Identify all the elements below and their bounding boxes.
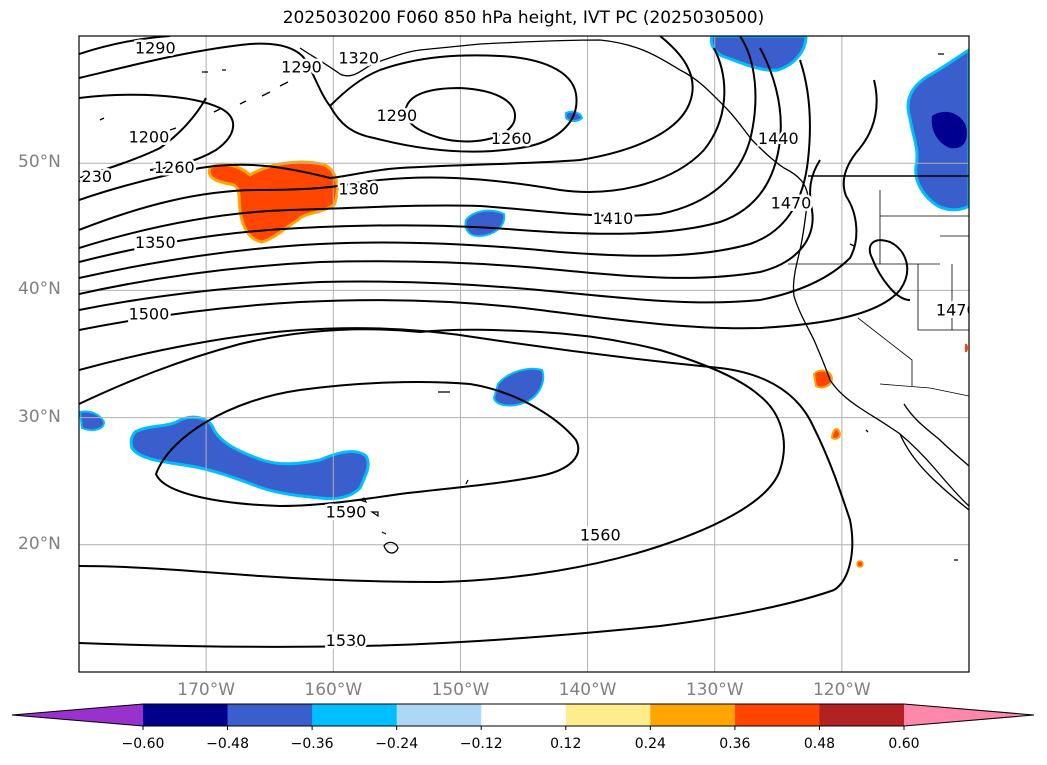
contour-label: 1530	[326, 631, 367, 650]
colorbar	[11, 703, 1035, 730]
lat-tick-label: 20°N	[18, 533, 61, 554]
colorbar-tick-label: 0.48	[803, 736, 836, 752]
lon-tick-label: 120°W	[812, 680, 871, 700]
colorbar-tick-label: −0.48	[206, 736, 249, 752]
colorbar-swatch	[312, 704, 398, 726]
colorbar-tick-label: −0.60	[121, 736, 165, 752]
colorbar-swatch	[734, 704, 820, 726]
lat-tick-label: 40°N	[18, 279, 61, 300]
colorbar-extend-high	[904, 704, 1034, 726]
contour-line	[79, 42, 331, 107]
colorbar-tick-label: −0.12	[459, 736, 503, 752]
contour-label: 1470	[771, 194, 812, 213]
contour-label: 1380	[338, 180, 379, 199]
contour-line	[79, 93, 235, 171]
coastline-baja	[899, 403, 969, 511]
contour-label: 1560	[580, 526, 621, 545]
height-contours	[79, 36, 911, 648]
ivt-negative-region	[464, 209, 506, 238]
lon-tick-label: 170°W	[177, 680, 236, 700]
contour-line	[79, 328, 421, 405]
lon-tick-label: 130°W	[685, 680, 744, 700]
colorbar-tick-label: −0.36	[290, 736, 334, 752]
contour-line	[79, 97, 207, 179]
contour-labels: 1290 1290 1320 1290 1260 1200 1230 1260 1380 1410…	[71, 36, 977, 653]
contour-line	[79, 327, 854, 591]
contour-line	[79, 159, 821, 295]
contour-label: 1440	[758, 129, 799, 148]
lon-tick-label: 160°W	[304, 680, 363, 700]
ivt-negative-region	[492, 367, 545, 407]
contour-line	[79, 79, 878, 311]
border-states	[788, 190, 969, 386]
lat-tick-label: 30°N	[18, 406, 61, 427]
contour-label: 1290	[135, 38, 176, 57]
colorbar-tick-label: 0.12	[550, 736, 582, 752]
contour-line	[79, 36, 171, 55]
contour-label: 1470	[936, 300, 977, 319]
colorbar-tick-label: −0.24	[375, 736, 419, 752]
lon-tick-label: 150°W	[431, 680, 490, 700]
ivt-positive-region	[965, 343, 968, 353]
ivt-positive-region	[207, 160, 339, 244]
colorbar-swatch	[143, 704, 229, 726]
contour-label: 1290	[376, 106, 417, 125]
contour-line	[79, 59, 811, 279]
colorbar-tick-label: 0.60	[888, 736, 920, 752]
ivt-negative-region	[79, 410, 106, 431]
colorbar-swatch	[227, 704, 313, 726]
contour-line	[79, 47, 782, 263]
contour-label: 1290	[281, 58, 322, 77]
contour-line	[79, 36, 757, 249]
ivt-shading	[79, 36, 969, 568]
contour-label: 1260	[491, 129, 532, 148]
colorbar-swatch	[650, 704, 736, 726]
contour-line	[79, 47, 726, 231]
contour-label: 1200	[129, 127, 170, 146]
contour-label: 1320	[338, 49, 379, 68]
colorbar-swatch	[481, 704, 567, 726]
colorbar-tick-label: 0.24	[634, 736, 666, 752]
coastline-west-coast	[792, 195, 969, 507]
ivt-negative-region	[931, 111, 967, 149]
contour-line	[79, 36, 694, 201]
lon-tick-label: 140°W	[558, 680, 617, 700]
contour-label: 1590	[326, 503, 367, 522]
contour-line	[154, 381, 580, 508]
colorbar-tick-label: 0.36	[719, 736, 751, 752]
contour-line	[79, 589, 835, 648]
contour-line	[329, 54, 578, 153]
contour-line	[79, 328, 785, 584]
map-frame	[78, 35, 970, 673]
contour-label: 1230	[71, 167, 112, 186]
ivt-positive-region	[831, 428, 842, 440]
contour-label: 1410	[593, 209, 634, 228]
coastline-alaska	[299, 39, 809, 197]
colorbar-swatch	[565, 704, 651, 726]
colorbar-swatch	[819, 704, 905, 726]
map-title: 2025030200 F060 850 hPa height, IVT PC (…	[282, 8, 765, 28]
contour-label: 1500	[129, 304, 170, 323]
contour-line	[404, 86, 517, 143]
islands-misc	[202, 53, 969, 561]
contour-line	[79, 239, 911, 331]
lat-tick-label: 50°N	[18, 152, 61, 173]
colorbar-swatch	[396, 704, 482, 726]
contour-label: 1350	[135, 233, 176, 252]
coastline-aleutians	[99, 67, 303, 131]
ivt-negative-region	[129, 415, 370, 501]
ivt-positive-region	[856, 560, 864, 568]
border-mexico	[879, 383, 969, 397]
contour-label: 1260	[154, 158, 195, 177]
colorbar-extend-low	[12, 704, 143, 726]
coastlines	[99, 39, 969, 561]
ivt-negative-region	[709, 36, 808, 72]
